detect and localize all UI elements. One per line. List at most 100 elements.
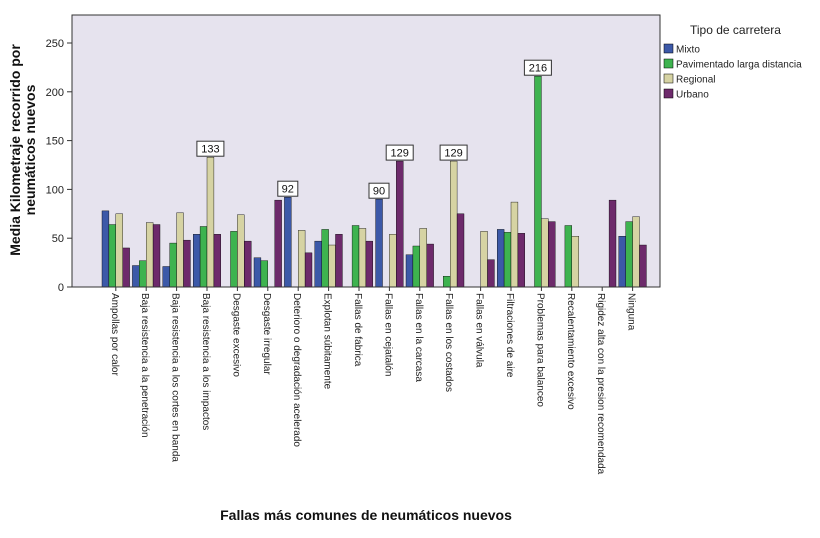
y-tick-label-250: 250 — [46, 38, 64, 50]
bars-group — [72, 75, 660, 291]
bar-mixto-7 — [314, 240, 322, 288]
x-axis-category-labels: Ampollas por calor Baja resistencia a la … — [109, 293, 637, 475]
bar-urbano-7 — [335, 234, 343, 288]
data-label-box-2 — [368, 182, 390, 199]
data-label-0: 133 — [201, 144, 219, 156]
data-label-5: 216 — [529, 63, 547, 75]
y-tick-label-50: 50 — [52, 233, 64, 245]
bar-urbano-6 — [304, 252, 313, 288]
bar-pavimentado-larga-distancia-14 — [534, 75, 542, 288]
bar-mixto-1 — [132, 265, 140, 288]
legend: Tipo de carretera Mixto Pavimentado larga … — [663, 23, 802, 101]
bar-urbano-10 — [426, 243, 434, 288]
category-label-17: Ninguna — [626, 293, 637, 331]
y-axis-title-line-0: Media Kilometraje recorrido por — [7, 44, 23, 256]
bar-urbano-16 — [608, 199, 617, 288]
legend-swatch-0 — [663, 43, 674, 54]
category-label-9: Fallas en cejatalón — [382, 293, 393, 376]
bar-urbano-0 — [122, 247, 130, 288]
bar-mixto-5 — [253, 257, 262, 288]
bar-urbano-17 — [639, 244, 647, 288]
bar-mixto-10 — [405, 254, 414, 288]
bar-regional-15 — [571, 236, 579, 288]
category-label-4: Desgaste excesivo — [230, 293, 241, 377]
bar-mixto-2 — [162, 266, 170, 288]
bar-regional-0 — [115, 213, 123, 288]
bar-pavimentado-larga-distancia-10 — [412, 245, 420, 288]
bar-mixto-0 — [101, 210, 110, 288]
data-label-2: 90 — [373, 186, 385, 198]
bar-regional-6 — [298, 230, 306, 288]
bar-pavimentado-larga-distancia-2 — [169, 242, 177, 288]
bar-regional-10 — [419, 228, 427, 288]
bar-pavimentado-larga-distancia-17 — [625, 221, 633, 288]
category-label-13: Filtraciones de aire — [504, 293, 515, 378]
bar-urbano-2 — [183, 239, 191, 288]
bar-pavimentado-larga-distancia-7 — [321, 229, 329, 288]
bar-regional-7 — [328, 244, 336, 288]
category-label-8: Fallas de fabrica — [352, 293, 363, 367]
bar-pavimentado-larga-distancia-1 — [139, 260, 147, 288]
y-tick-label-100: 100 — [46, 184, 64, 196]
bar-regional-2 — [176, 212, 184, 288]
data-label-box-3 — [385, 144, 414, 161]
bar-urbano-4 — [244, 240, 252, 288]
category-label-12: Fallas en válvula — [474, 293, 485, 368]
bar-urbano-5 — [274, 199, 282, 288]
bar-urbano-8 — [365, 240, 373, 288]
bar-pavimentado-larga-distancia-13 — [503, 232, 512, 288]
bar-urbano-1 — [152, 224, 161, 288]
category-label-16: Rigidez alta con la presion recomendada — [595, 293, 606, 475]
category-label-2: Baja resistencia a los cortes en banda — [170, 293, 181, 462]
bar-mixto-9 — [375, 198, 383, 288]
data-label-box-4 — [439, 144, 468, 161]
bar-pavimentado-larga-distancia-8 — [351, 225, 360, 288]
legend-label-1: Pavimentado larga distancia — [676, 60, 802, 71]
bar-urbano-14 — [548, 221, 556, 288]
bar-mixto-6 — [284, 197, 292, 288]
y-tick-label-200: 200 — [46, 87, 64, 99]
category-label-11: Fallas en los costados — [443, 293, 454, 392]
bar-regional-8 — [358, 228, 367, 288]
y-tick-label-150: 150 — [46, 136, 64, 148]
category-label-3: Baja resistencia a los impactos — [200, 293, 211, 430]
bar-urbano-9 — [396, 160, 404, 288]
legend-title: Tipo de carretera — [690, 23, 781, 37]
category-label-5: Desgaste irregular — [261, 293, 272, 375]
bar-pavimentado-larga-distancia-4 — [230, 231, 238, 288]
bar-mixto-17 — [618, 236, 626, 288]
category-label-7: Explotan súbitamente — [322, 293, 333, 390]
data-label-1: 92 — [282, 184, 294, 196]
data-labels-group: 133 92 90 129 129 216 — [196, 59, 552, 199]
category-label-1: Baja resistencia a la penetración — [139, 293, 150, 438]
data-label-4: 129 — [444, 148, 462, 160]
y-axis-title: Media Kilometraje recorrido por neumático… — [7, 44, 38, 256]
bar-pavimentado-larga-distancia-0 — [108, 224, 117, 288]
bar-regional-4 — [237, 214, 245, 288]
legend-label-3: Urbano — [676, 90, 709, 101]
bar-regional-9 — [389, 234, 397, 288]
legend-swatch-2 — [663, 73, 674, 84]
bar-regional-13 — [510, 201, 519, 288]
bar-pavimentado-larga-distancia-15 — [564, 225, 573, 288]
category-label-10: Fallas en la carcasa — [413, 293, 424, 382]
data-label-box-1 — [277, 180, 299, 197]
bar-urbano-11 — [456, 213, 465, 288]
data-label-box-5 — [523, 59, 552, 76]
bar-urbano-3 — [213, 234, 221, 288]
bar-mixto-13 — [497, 229, 505, 288]
bar-regional-12 — [480, 231, 488, 288]
legend-label-0: Mixto — [676, 45, 700, 56]
bar-pavimentado-larga-distancia-5 — [260, 260, 268, 288]
legend-swatch-1 — [663, 58, 674, 69]
category-label-6: Deterioro o degradación acelerado — [291, 293, 302, 447]
bar-regional-3 — [206, 156, 215, 288]
bar-urbano-13 — [517, 233, 526, 288]
y-axis-title-line-1: neumáticos nuevos — [22, 84, 38, 215]
bar-mixto-3 — [192, 234, 201, 288]
bar-regional-14 — [541, 218, 549, 288]
bar-pavimentado-larga-distancia-11 — [443, 276, 451, 288]
category-label-14: Problemas para balanceo — [534, 293, 545, 407]
bar-regional-1 — [145, 222, 154, 288]
